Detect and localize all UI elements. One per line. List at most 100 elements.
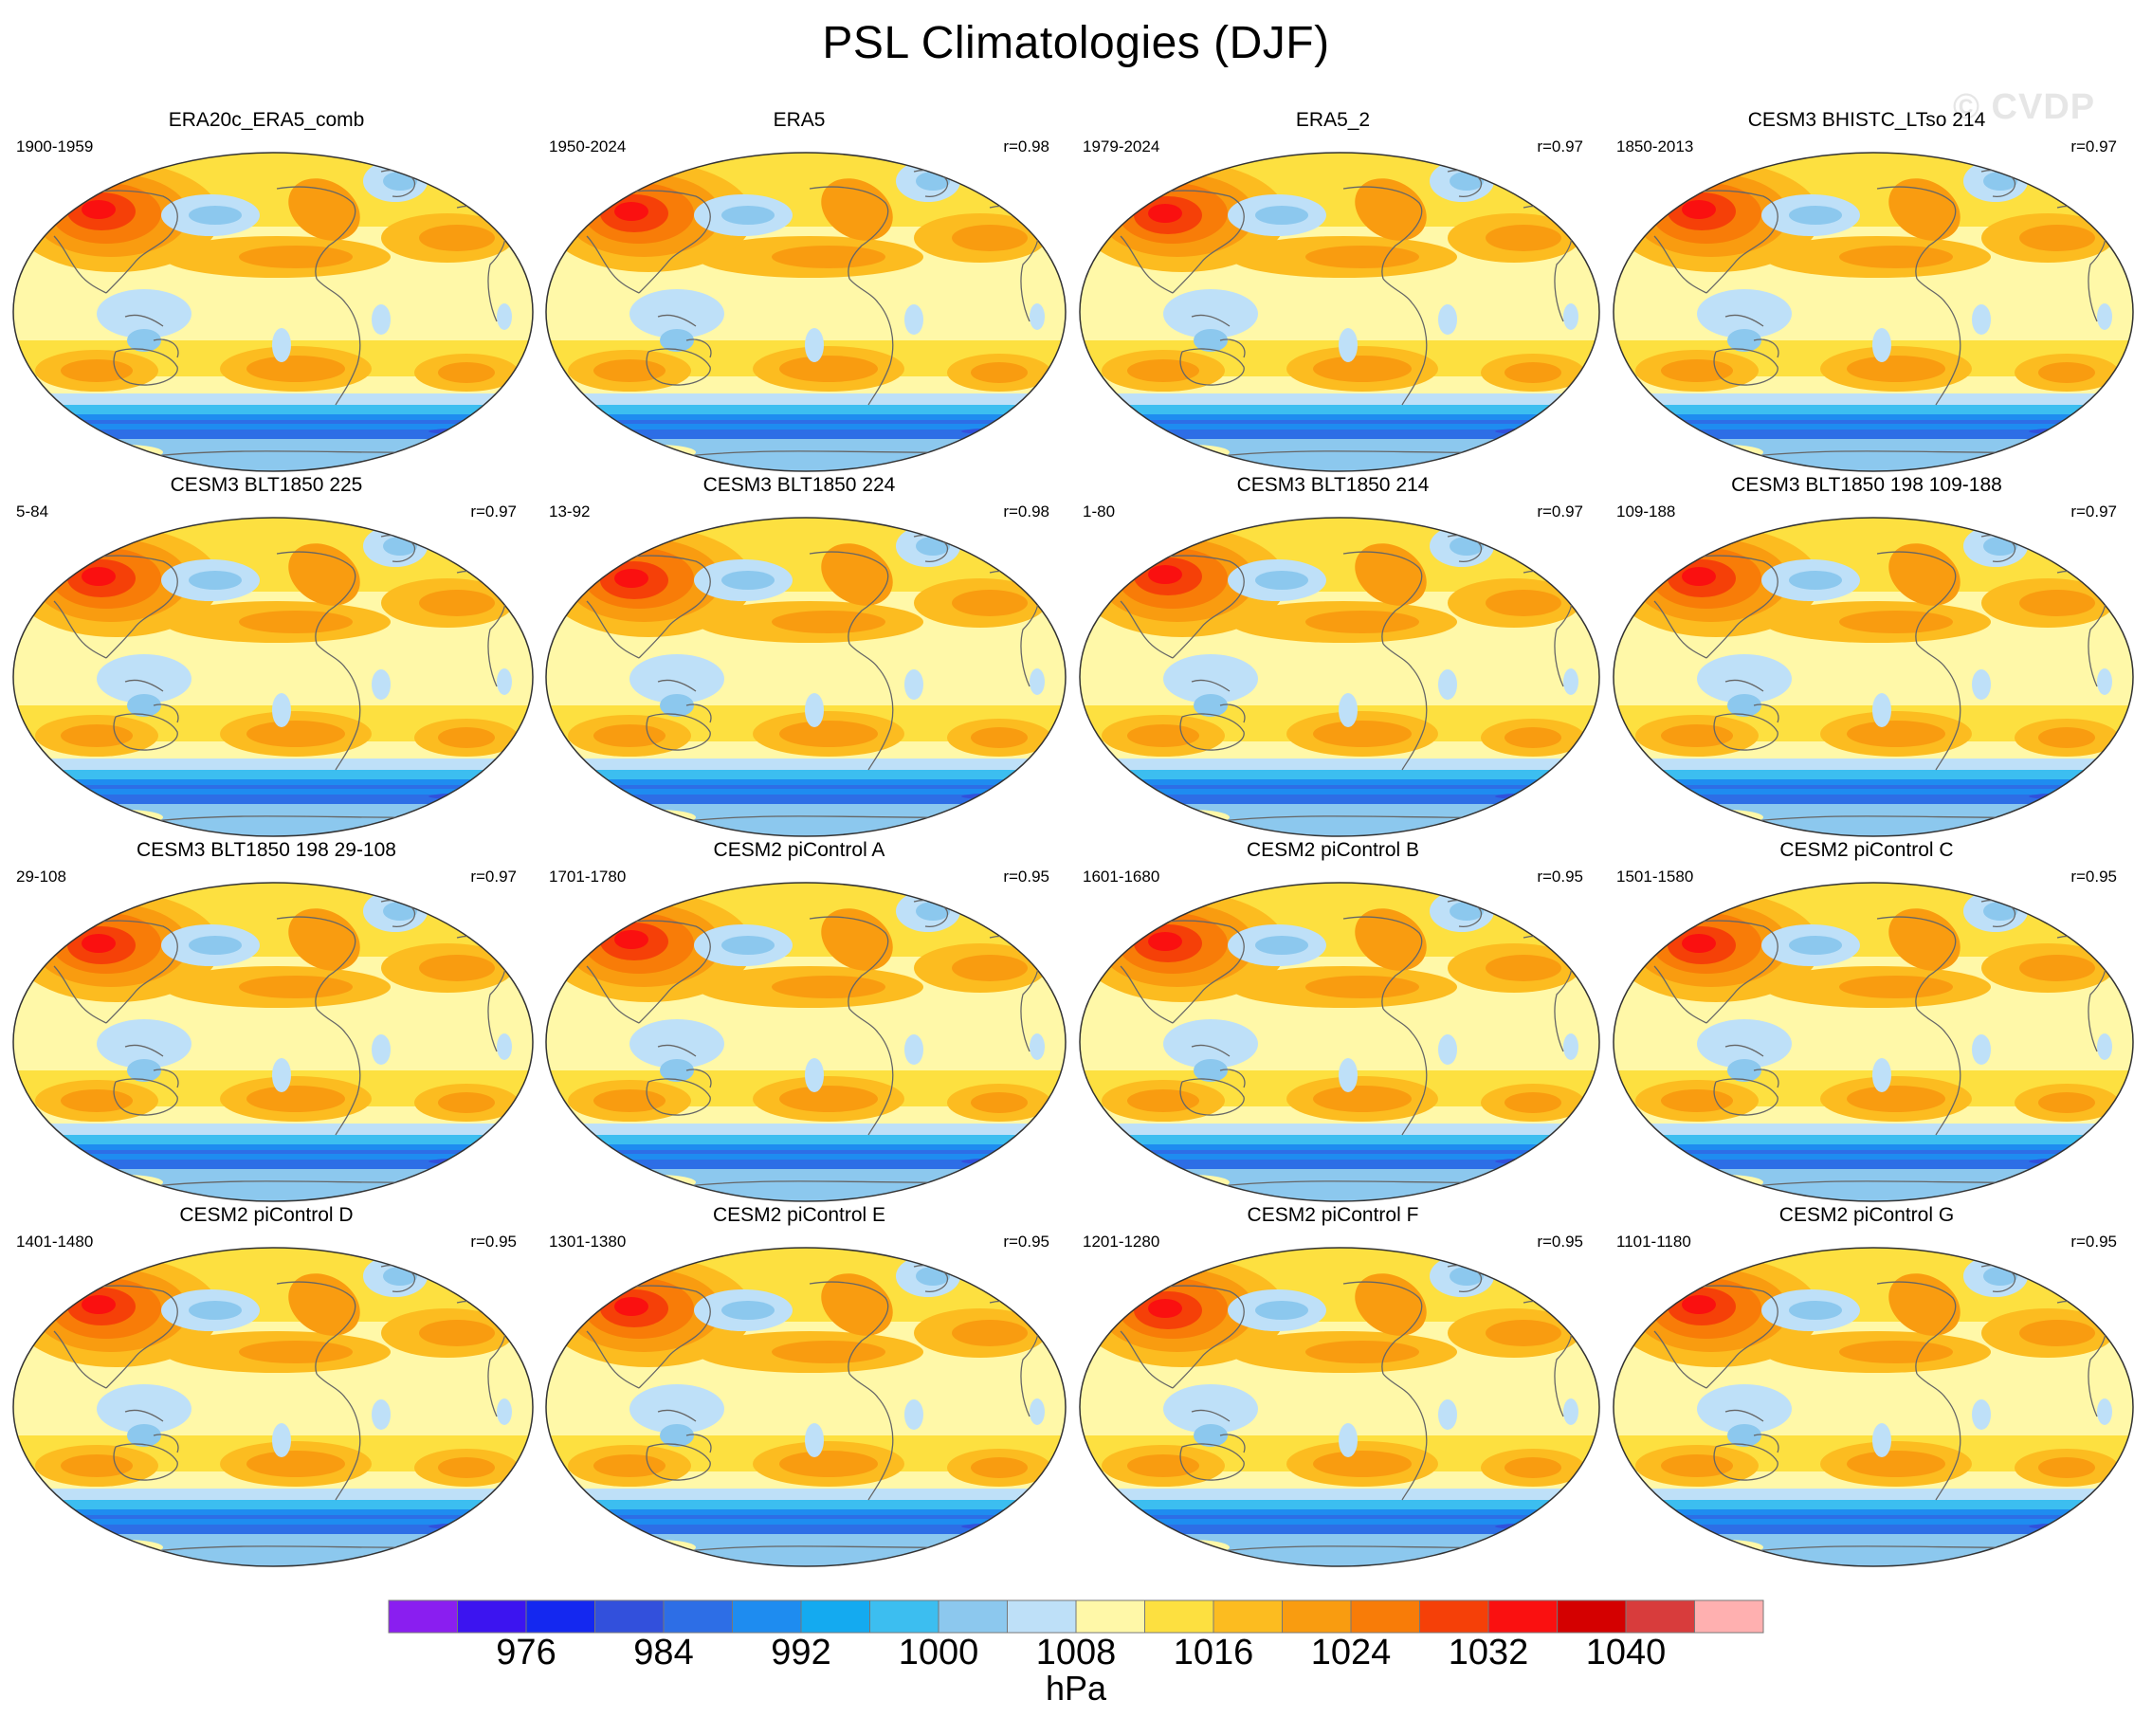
colorbar-tick-label: 1032	[1448, 1633, 1529, 1672]
psl-map	[12, 517, 534, 837]
panel-period: 13-92	[549, 503, 591, 521]
panel-title: ERA20c_ERA5_comb	[168, 109, 365, 131]
panel-period: 1401-1480	[16, 1233, 94, 1251]
colorbar-box	[869, 1599, 939, 1634]
panel-period: 5-84	[16, 503, 49, 521]
colorbar-tick-label: 1016	[1173, 1633, 1254, 1672]
colorbar-box	[1282, 1599, 1352, 1634]
map-panel: CESM2 piControl A 1701-1780 r=0.95	[533, 839, 1067, 1202]
map-panel: CESM3 BLT1850 225 5-84 r=0.97	[0, 474, 534, 837]
panel-period: 1850-2013	[1616, 137, 1694, 155]
panel-correlation: r=0.98	[1003, 137, 1049, 155]
panel-title: CESM2 piControl D	[179, 1204, 354, 1226]
psl-map	[1613, 1247, 2134, 1567]
psl-map	[12, 1247, 534, 1567]
colorbar-tick-label: 976	[496, 1633, 556, 1672]
panel-title: ERA5_2	[1295, 109, 1371, 131]
panel-title: CESM2 piControl G	[1778, 1204, 1955, 1226]
colorbar-tick-label: 1000	[898, 1633, 979, 1672]
colorbar-box	[1144, 1599, 1214, 1634]
panel-title: CESM3 BLT1850 198 29-108	[137, 839, 396, 861]
map-panel: CESM3 BHISTC_LTso 214 1850-2013 r=0.97	[1600, 109, 2134, 472]
panel-title: CESM3 BLT1850 214	[1236, 474, 1430, 496]
panel-period: 1101-1180	[1616, 1233, 1691, 1251]
map-panel: CESM3 BLT1850 224 13-92 r=0.98	[533, 474, 1067, 837]
panel-correlation: r=0.97	[470, 868, 517, 886]
panel-period: 1701-1780	[549, 868, 627, 886]
panel-title: CESM3 BLT1850 224	[702, 474, 896, 496]
colorbar-box	[800, 1599, 870, 1634]
psl-map	[1613, 517, 2134, 837]
map-panel: CESM2 piControl G 1101-1180 r=0.95	[1600, 1204, 2134, 1567]
panel-correlation: r=0.95	[2070, 868, 2117, 886]
colorbar-box	[1213, 1599, 1283, 1634]
colorbar-box	[1694, 1599, 1764, 1634]
map-panel: ERA5_2 1979-2024 r=0.97	[1067, 109, 1600, 472]
panel-correlation: r=0.95	[470, 1233, 517, 1251]
colorbar-box	[594, 1599, 665, 1634]
psl-map	[1613, 152, 2134, 472]
figure-title: PSL Climatologies (DJF)	[822, 18, 1330, 68]
panel-period: 1950-2024	[549, 137, 627, 155]
panel-title: CESM2 piControl B	[1246, 839, 1420, 861]
panel-period: 1201-1280	[1083, 1233, 1160, 1251]
colorbar-box	[938, 1599, 1008, 1634]
colorbar-tick-label: 1024	[1310, 1633, 1392, 1672]
colorbar-box	[732, 1599, 802, 1634]
panel-title: CESM3 BHISTC_LTso 214	[1747, 109, 1986, 131]
map-panel: CESM3 BLT1850 214 1-80 r=0.97	[1067, 474, 1600, 837]
psl-map	[1079, 882, 1600, 1202]
panel-correlation: r=0.97	[1537, 503, 1583, 521]
colorbar-tick-label: 992	[771, 1633, 831, 1672]
colorbar-box	[388, 1599, 458, 1634]
map-panel-grid: ERA20c_ERA5_comb 1900-1959 ERA5 1950-2024 r=…	[0, 109, 2134, 1567]
colorbar-box	[457, 1599, 527, 1634]
cvdp-watermark: © CVDP	[1953, 87, 2096, 127]
colorbar-box	[1419, 1599, 1489, 1634]
psl-map	[545, 517, 1067, 837]
panel-correlation: r=0.95	[2070, 1233, 2117, 1251]
panel-title: CESM2 piControl E	[712, 1204, 886, 1226]
psl-map	[1613, 882, 2134, 1202]
colorbar-box	[525, 1599, 595, 1634]
colorbar-unit: hPa	[1045, 1669, 1107, 1708]
panel-correlation: r=0.95	[1537, 1233, 1583, 1251]
psl-map	[1079, 152, 1600, 472]
map-panel: CESM2 piControl B 1601-1680 r=0.95	[1067, 839, 1600, 1202]
map-panel: ERA20c_ERA5_comb 1900-1959	[0, 109, 534, 472]
psl-map	[545, 152, 1067, 472]
psl-map	[545, 882, 1067, 1202]
map-panel: CESM2 piControl C 1501-1580 r=0.95	[1600, 839, 2134, 1202]
psl-map	[1079, 517, 1600, 837]
panel-correlation: r=0.95	[1003, 868, 1049, 886]
panel-title: CESM3 BLT1850 225	[170, 474, 363, 496]
psl-map	[12, 152, 534, 472]
panel-period: 1-80	[1083, 503, 1116, 521]
psl-map	[12, 882, 534, 1202]
panel-title: CESM2 piControl A	[713, 839, 885, 861]
panel-period: 1601-1680	[1083, 868, 1160, 886]
panel-period: 109-188	[1616, 503, 1676, 521]
map-panel: CESM3 BLT1850 198 29-108 29-108 r=0.97	[0, 839, 534, 1202]
panel-period: 1979-2024	[1083, 137, 1160, 155]
panel-title: CESM2 piControl F	[1247, 1204, 1419, 1226]
panel-period: 1501-1580	[1616, 868, 1694, 886]
map-panel: ERA5 1950-2024 r=0.98	[533, 109, 1067, 472]
colorbar-box	[1007, 1599, 1077, 1634]
colorbar-tick-label: 984	[633, 1633, 694, 1672]
colorbar-tick-label: 1008	[1035, 1633, 1117, 1672]
map-panel: CESM2 piControl F 1201-1280 r=0.95	[1067, 1204, 1600, 1567]
colorbar-box	[1557, 1599, 1627, 1634]
map-panel: CESM2 piControl D 1401-1480 r=0.95	[0, 1204, 534, 1567]
colorbar-box	[663, 1599, 733, 1634]
colorbar-tick-label: 1040	[1585, 1633, 1667, 1672]
panel-period: 1900-1959	[16, 137, 94, 155]
panel-correlation: r=0.97	[2070, 503, 2117, 521]
colorbar-box	[1487, 1599, 1558, 1634]
panel-correlation: r=0.95	[1003, 1233, 1049, 1251]
colorbar-box	[1350, 1599, 1420, 1634]
panel-correlation: r=0.98	[1003, 503, 1049, 521]
panel-correlation: r=0.97	[1537, 137, 1583, 155]
psl-map	[1079, 1247, 1600, 1567]
panel-title: CESM2 piControl C	[1779, 839, 1954, 861]
